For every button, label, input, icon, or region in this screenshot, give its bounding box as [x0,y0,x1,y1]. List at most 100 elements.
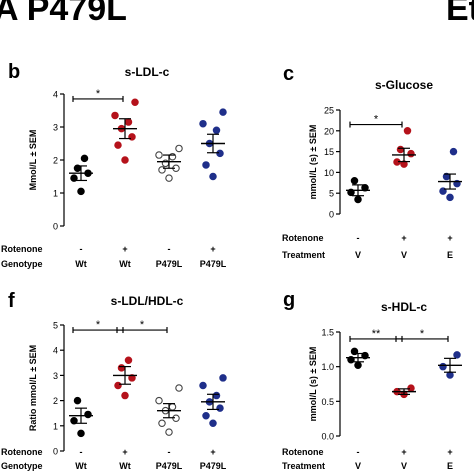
panel-g-group-label: V [401,461,407,471]
panel-c-significance-label: * [374,114,379,126]
panel-c-rotenone-label: + [401,233,406,243]
panel-c-title: s-Glucose [375,78,433,92]
panel-c-group-label: V [355,250,361,260]
panel-c-rotenone-label: - [357,233,360,243]
panel-f-group-label: Wt [119,461,131,471]
panel-f-y-tick-label: 5 [53,321,58,331]
panel-c-y-tick-label: 15 [324,147,334,157]
figure-banner-right: Et [446,0,474,28]
panel-b-rotenone-label: - [168,244,171,254]
panel-b-y-tick-label: 2 [53,156,58,166]
panel-b-data-point [111,111,119,120]
panel-c-y-tick-label: 0 [329,210,334,220]
panel-f-data-point [168,403,177,411]
panel-g-y-axis-label: mmol/L (s) ± SEM [308,347,318,422]
panel-c-data-point [407,149,415,158]
panel-b-data-point [216,149,224,158]
panel-f-letter: f [8,290,15,312]
panel-g-rotenone-label: - [357,447,360,457]
panel-f-rotenone-label: - [80,447,83,457]
panel-f-significance-label: * [96,319,101,331]
panel-b-data-point [165,174,173,182]
panel-g-significance-label: ** [372,328,381,340]
panel-f-rotenone-label: - [168,447,171,457]
panel-g-rotenone-label: + [401,447,406,457]
panel-f-data-point [114,381,122,390]
panel-f-y-tick-label: 4 [53,346,58,356]
panel-c-group-label: V [401,250,407,260]
panel-c-y-tick-label: 20 [324,126,334,136]
panel-b-rotenone-label: + [210,244,215,254]
panel-g-data-point [407,384,415,392]
panel-c-data-point [396,145,405,154]
panel-b-significance-label: * [96,88,101,100]
panel-b-y-tick-label: 1 [53,189,58,199]
panel-f-data-point [121,391,129,400]
panel-b-data-point [209,172,217,181]
panel-f-rotenone-label: + [122,447,127,457]
panel-f-data-point [202,411,210,420]
panel-b-data-point [77,187,85,196]
panel-f-data-point [175,384,183,392]
panel-g-rotenone-label: + [447,447,452,457]
panel-f-data-point [117,364,126,372]
panel-c-y-tick-label: 25 [324,106,334,116]
panel-b-data-point [175,144,183,153]
panel-g-data-point [354,361,362,370]
panel-b-y-tick-label: 3 [53,123,58,133]
panel-b-row-label-group: Genotype [1,259,43,269]
panel-f-row-label-rotenone: Rotenone [1,447,43,457]
panel-c-letter: c [283,63,294,85]
panel-b-group-label: Wt [119,259,131,269]
panel-f-row-label-group: Genotype [1,461,43,471]
panel-f-data-point [199,381,207,390]
panel-f-data-point [212,391,221,400]
panel-c-y-tick-label: 5 [329,189,334,199]
panel-g-letter: g [283,289,295,311]
panel-f-data-point [209,419,217,428]
panel-f-data-point [155,396,163,405]
panel-b-y-axis-label: Mmol/L ± SEM [28,130,38,191]
panel-f-data-point [216,404,224,412]
panel-g-data-point [453,351,461,359]
panel-b-y-tick-label: 4 [53,90,58,100]
panel-b-letter: b [8,61,20,83]
panel-f-data-point [124,356,133,365]
panel-c-group-label: E [447,250,453,260]
panel-f-significance-label: * [140,319,145,331]
panel-b-data-point [124,118,133,126]
panel-b-data-point [202,161,210,169]
panel-b-y-tick-label: 0 [53,222,58,232]
panel-b-group-label: P479L [156,259,183,269]
panel-c-data-point [446,193,454,202]
panel-c-row-label-rotenone: Rotenone [282,233,324,243]
panel-f-data-point [165,428,173,436]
panel-b-group-label: Wt [75,259,87,269]
panel-f-group-label: P479L [200,461,227,471]
panel-f-title: s-LDL/HDL-c [111,294,184,308]
panel-f-y-tick-label: 3 [53,371,58,381]
panel-g-group-label: V [355,461,361,471]
panel-c-data-point [361,184,369,192]
panel-f-group-label: P479L [156,461,183,471]
panel-c-data-point [449,147,458,156]
panel-b-data-point [114,141,122,149]
panel-g-group-label: E [447,461,453,471]
figure-banner-left: A P479L [0,0,127,28]
panel-g-row-label-group: Treatment [282,461,325,471]
panel-f-y-tick-label: 1 [53,421,58,431]
panel-b-title: s-LDL-c [125,65,170,79]
panel-g-significance-label: * [420,328,425,340]
panel-f-y-tick-label: 0 [53,447,58,457]
panel-c-data-point [350,176,359,185]
panel-g-y-tick-label: 0.5 [321,397,334,407]
panel-f-rotenone-label: + [210,447,215,457]
panel-c-y-tick-label: 10 [324,168,334,178]
panel-g-y-tick-label: 0.0 [321,432,334,442]
panel-b-data-point [219,108,227,116]
panel-f-data-point [77,429,85,438]
panel-b-data-point [155,151,163,159]
panel-g-title: s-HDL-c [381,300,427,314]
panel-f-data-point [219,374,227,382]
panel-c-data-point [403,127,412,135]
